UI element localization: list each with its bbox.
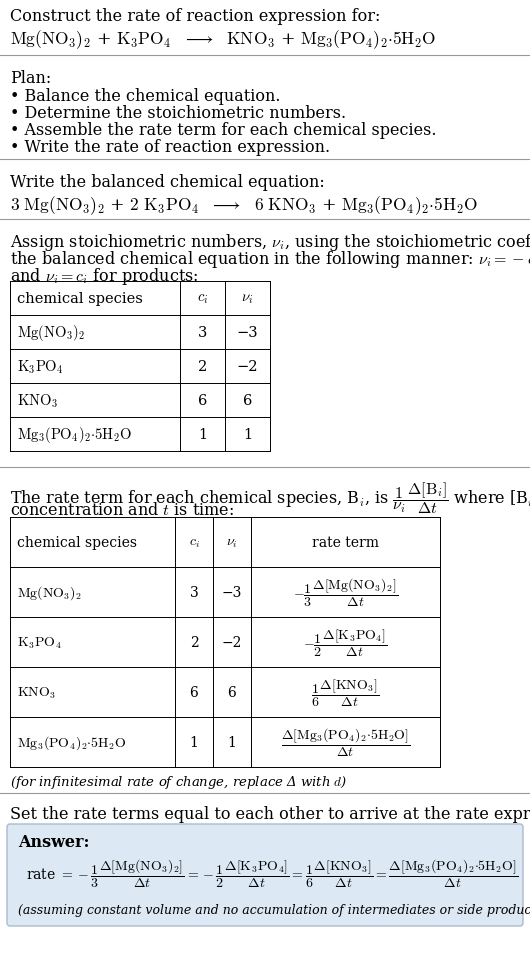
Text: (assuming constant volume and no accumulation of intermediates or side products): (assuming constant volume and no accumul…: [18, 903, 530, 916]
Text: 6: 6: [190, 685, 198, 700]
Text: $\mathrm{KNO_3}$: $\mathrm{KNO_3}$: [17, 685, 56, 700]
Text: (for infinitesimal rate of change, replace Δ with $d$): (for infinitesimal rate of change, repla…: [10, 773, 347, 790]
Text: $\mathrm{Mg(NO_3)_2}$: $\mathrm{Mg(NO_3)_2}$: [17, 583, 82, 601]
Text: the balanced chemical equation in the following manner: $\nu_i = -c_i$ for react: the balanced chemical equation in the fo…: [10, 249, 530, 270]
Text: $3\ \mathrm{Mg(NO_3)_2}$ + $2\ \mathrm{K_3PO_4}$  $\longrightarrow$  $6\ \mathrm: $3\ \mathrm{Mg(NO_3)_2}$ + $2\ \mathrm{K…: [10, 193, 478, 217]
Text: chemical species: chemical species: [17, 535, 137, 549]
FancyBboxPatch shape: [7, 825, 523, 926]
Text: and $\nu_i = c_i$ for products:: and $\nu_i = c_i$ for products:: [10, 266, 199, 286]
Text: $\nu_i$: $\nu_i$: [241, 292, 254, 306]
Text: $c_i$: $c_i$: [189, 535, 199, 549]
Text: 2: 2: [198, 360, 207, 373]
Text: rate term: rate term: [312, 535, 379, 549]
Text: • Write the rate of reaction expression.: • Write the rate of reaction expression.: [10, 139, 330, 156]
Text: $\mathrm{Mg_3(PO_4)_2{\cdot}5H_2O}$: $\mathrm{Mg_3(PO_4)_2{\cdot}5H_2O}$: [17, 734, 127, 751]
Text: −3: −3: [237, 325, 258, 340]
Text: Plan:: Plan:: [10, 70, 51, 87]
Text: Construct the rate of reaction expression for:: Construct the rate of reaction expressio…: [10, 8, 381, 25]
Text: concentration and $t$ is time:: concentration and $t$ is time:: [10, 501, 234, 519]
Text: 6: 6: [243, 394, 252, 407]
Text: rate $= -\dfrac{1}{3}\dfrac{\Delta[\mathrm{Mg(NO_3)_2}]}{\Delta t} = -\dfrac{1}{: rate $= -\dfrac{1}{3}\dfrac{\Delta[\math…: [26, 857, 518, 889]
Text: $\mathrm{K_3PO_4}$: $\mathrm{K_3PO_4}$: [17, 635, 61, 650]
Text: 1: 1: [243, 428, 252, 442]
Text: −3: −3: [222, 585, 242, 599]
Text: chemical species: chemical species: [17, 292, 143, 306]
Text: • Assemble the rate term for each chemical species.: • Assemble the rate term for each chemic…: [10, 122, 437, 139]
Text: 1: 1: [190, 736, 198, 749]
Text: $\mathrm{Mg(NO_3)_2}$ + $\mathrm{K_3PO_4}$  $\longrightarrow$  $\mathrm{KNO_3}$ : $\mathrm{Mg(NO_3)_2}$ + $\mathrm{K_3PO_4…: [10, 28, 437, 51]
Text: −2: −2: [237, 360, 258, 373]
Text: $\mathrm{Mg_3(PO_4)_2{\cdot}5H_2O}$: $\mathrm{Mg_3(PO_4)_2{\cdot}5H_2O}$: [17, 425, 132, 445]
Text: −2: −2: [222, 635, 242, 650]
Text: 2: 2: [190, 635, 198, 650]
Text: • Determine the stoichiometric numbers.: • Determine the stoichiometric numbers.: [10, 105, 346, 122]
Text: 1: 1: [227, 736, 236, 749]
Text: $\dfrac{1}{6}\dfrac{\Delta[\mathrm{KNO_3}]}{\Delta t}$: $\dfrac{1}{6}\dfrac{\Delta[\mathrm{KNO_3…: [311, 677, 379, 708]
Text: $-\dfrac{1}{2}\dfrac{\Delta[\mathrm{K_3PO_4}]}{\Delta t}$: $-\dfrac{1}{2}\dfrac{\Delta[\mathrm{K_3P…: [303, 626, 388, 658]
Text: Assign stoichiometric numbers, $\nu_i$, using the stoichiometric coefficients, $: Assign stoichiometric numbers, $\nu_i$, …: [10, 232, 530, 253]
Text: Set the rate terms equal to each other to arrive at the rate expression:: Set the rate terms equal to each other t…: [10, 805, 530, 823]
Text: $\nu_i$: $\nu_i$: [226, 535, 238, 549]
Text: $\dfrac{\Delta[\mathrm{Mg_3(PO_4)_2{\cdot}5H_2O}]}{\Delta t}$: $\dfrac{\Delta[\mathrm{Mg_3(PO_4)_2{\cdo…: [281, 726, 410, 758]
Text: $\mathrm{K_3PO_4}$: $\mathrm{K_3PO_4}$: [17, 358, 64, 375]
Text: $-\dfrac{1}{3}\dfrac{\Delta[\mathrm{Mg(NO_3)_2}]}{\Delta t}$: $-\dfrac{1}{3}\dfrac{\Delta[\mathrm{Mg(N…: [293, 576, 398, 609]
Text: $\mathrm{KNO_3}$: $\mathrm{KNO_3}$: [17, 392, 58, 409]
Text: • Balance the chemical equation.: • Balance the chemical equation.: [10, 88, 280, 105]
Text: Write the balanced chemical equation:: Write the balanced chemical equation:: [10, 174, 325, 191]
Text: 6: 6: [227, 685, 236, 700]
Text: 3: 3: [198, 325, 207, 340]
Text: 1: 1: [198, 428, 207, 442]
Text: $\mathrm{Mg(NO_3)_2}$: $\mathrm{Mg(NO_3)_2}$: [17, 322, 85, 343]
Text: $c_i$: $c_i$: [197, 292, 208, 306]
Text: 6: 6: [198, 394, 207, 407]
Text: Answer:: Answer:: [18, 833, 90, 850]
Text: 3: 3: [190, 585, 198, 599]
Text: The rate term for each chemical species, B$_i$, is $\dfrac{1}{\nu_i}\dfrac{\Delt: The rate term for each chemical species,…: [10, 480, 530, 516]
